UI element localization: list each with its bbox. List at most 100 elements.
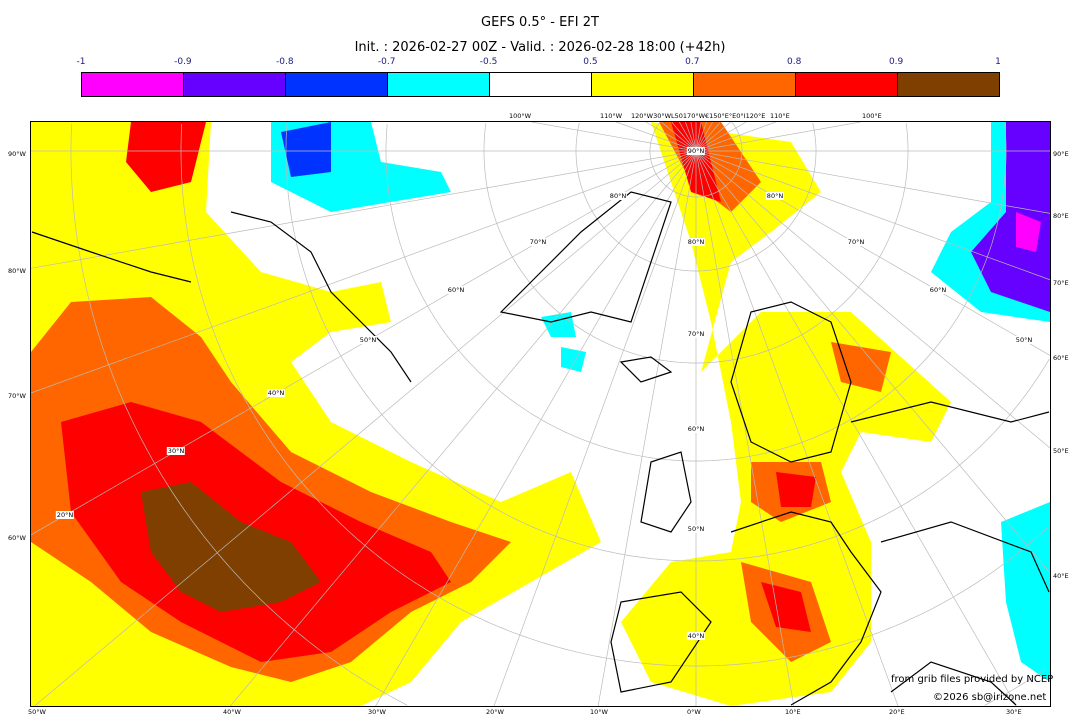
latitude-label: 20°N <box>55 511 75 519</box>
meridian-line <box>493 150 697 706</box>
colorbar-label: -0.7 <box>377 57 396 67</box>
meridian-line <box>645 122 697 152</box>
blue-zone-canada <box>281 122 331 177</box>
axis-label-bottom: 30°E <box>1006 708 1022 716</box>
axis-label-left: 70°W <box>8 392 26 400</box>
axis-label-bottom: 20°E <box>889 708 905 716</box>
parallel-line <box>285 122 696 562</box>
axis-label-bottom: 40°W <box>223 708 241 716</box>
meridian-line <box>661 122 697 152</box>
parallel-line <box>696 123 1007 462</box>
latitude-label: 80°N <box>686 238 706 246</box>
parallel-line <box>696 527 1048 667</box>
axis-label-bottom: 50°W <box>28 708 46 716</box>
meridian-line <box>695 150 899 706</box>
meridian-line <box>695 122 702 152</box>
axis-label-right: 50°E <box>1053 447 1069 455</box>
parallel-line <box>483 123 696 364</box>
latitude-label: 50°N <box>686 525 706 533</box>
latitude-label: 70°N <box>686 330 706 338</box>
magenta-zone-siberia <box>1016 212 1041 252</box>
parallel-line <box>696 123 909 364</box>
purple-zone-siberia <box>971 122 1050 312</box>
meridian-line <box>695 150 1050 356</box>
coastlines <box>31 191 1050 706</box>
parallel-line <box>649 122 696 198</box>
axis-label-bottom: 10°W <box>590 708 608 716</box>
meridian-line <box>695 122 721 152</box>
latitude-label: 80°N <box>608 192 628 200</box>
colorbar-label: 0.8 <box>787 57 802 67</box>
meridian-line <box>695 150 1017 706</box>
map-subtitle: Init. : 2026-02-27 00Z - Valid. : 2026-0… <box>354 40 726 55</box>
meridian-line <box>34 150 697 706</box>
map-title: GEFS 0.5° - EFI 2T <box>481 15 599 30</box>
meridian-line <box>695 150 1050 281</box>
meridian-line <box>685 122 697 152</box>
colorbar-segment <box>592 73 694 96</box>
latitude-label: 70°N <box>846 238 866 246</box>
colorbar-label: 0.5 <box>583 57 598 67</box>
warm-anomaly-atlantic <box>31 122 601 706</box>
parallel-line <box>575 122 696 272</box>
red-zone-pole-top <box>126 122 206 192</box>
warm-anomaly-europe <box>621 122 951 706</box>
parallel-line <box>696 122 817 272</box>
colorbar-label: 0.7 <box>685 57 700 67</box>
axis-label-top: 100°W <box>509 112 532 120</box>
credit-copyright: ©2026 sb@irizone.net <box>933 692 1047 703</box>
axis-label-right: 60°E <box>1053 354 1069 362</box>
cold-anomaly <box>271 122 1050 682</box>
colorbar-segment <box>184 73 286 96</box>
latitude-label: 30°N <box>166 447 186 455</box>
latitude-label: 80°N <box>765 192 785 200</box>
parallel-line <box>180 123 696 667</box>
meridian-line <box>695 122 714 152</box>
colorbar-label: 1 <box>995 57 1001 67</box>
meridian-line <box>695 122 747 152</box>
meridian-line <box>375 150 697 706</box>
latitude-label: 50°N <box>358 336 378 344</box>
colorbar-segment <box>694 73 796 96</box>
meridian-line <box>690 122 697 152</box>
latitude-label: 70°N <box>528 238 548 246</box>
latitude-label: 90°N <box>686 147 706 155</box>
axis-label-right: 80°E <box>1053 212 1069 220</box>
axis-label-left: 90°W <box>8 150 26 158</box>
meridian-line <box>31 150 697 269</box>
meridian-line <box>531 122 697 152</box>
meridian-line <box>671 122 697 152</box>
axis-label-top: 110°E <box>770 112 790 120</box>
parallel-line <box>696 122 743 198</box>
axis-label-bottom: 30°W <box>368 708 386 716</box>
axis-label-top: 120°W30°WL50170°W€150°E°E0°I120°E <box>631 112 766 120</box>
axis-label-bottom: 0°W <box>687 708 701 716</box>
meridian-line <box>616 122 697 152</box>
colorbar-label: -0.8 <box>275 57 294 67</box>
parallel-line <box>696 358 1050 562</box>
credit-source: from grib files provided by NCEP <box>891 674 1054 685</box>
latitude-label: 60°N <box>446 286 466 294</box>
colorbar-label: 0.9 <box>888 57 904 67</box>
parallel-line <box>385 123 696 462</box>
meridian-line <box>695 150 795 706</box>
meridian-line <box>695 122 707 152</box>
latitude-label: 60°N <box>928 286 948 294</box>
meridian-line <box>597 150 697 706</box>
latitude-label: 50°N <box>1014 336 1034 344</box>
parallel-line <box>984 668 1046 706</box>
axis-label-top: 110°W <box>600 112 623 120</box>
axis-label-top: 100°E <box>862 112 882 120</box>
yellow-zone-europe <box>621 122 951 706</box>
colorbar-label: -0.5 <box>479 57 498 67</box>
efi-map: 90°N 80°N 80°N 80°N 70°N 70°N 70°N 60°N 60°N 60°N… <box>30 121 1054 707</box>
colorbar-segment <box>490 73 592 96</box>
meridian-line <box>230 150 697 706</box>
meridian-line <box>695 122 776 152</box>
axis-label-left: 80°W <box>8 267 26 275</box>
colorbar-segment <box>286 73 388 96</box>
colorbar-segment <box>388 73 490 96</box>
latitude-label: 60°N <box>686 425 706 433</box>
axis-label-right: 70°E <box>1053 279 1069 287</box>
colorbar-label: -0.9 <box>174 57 192 67</box>
